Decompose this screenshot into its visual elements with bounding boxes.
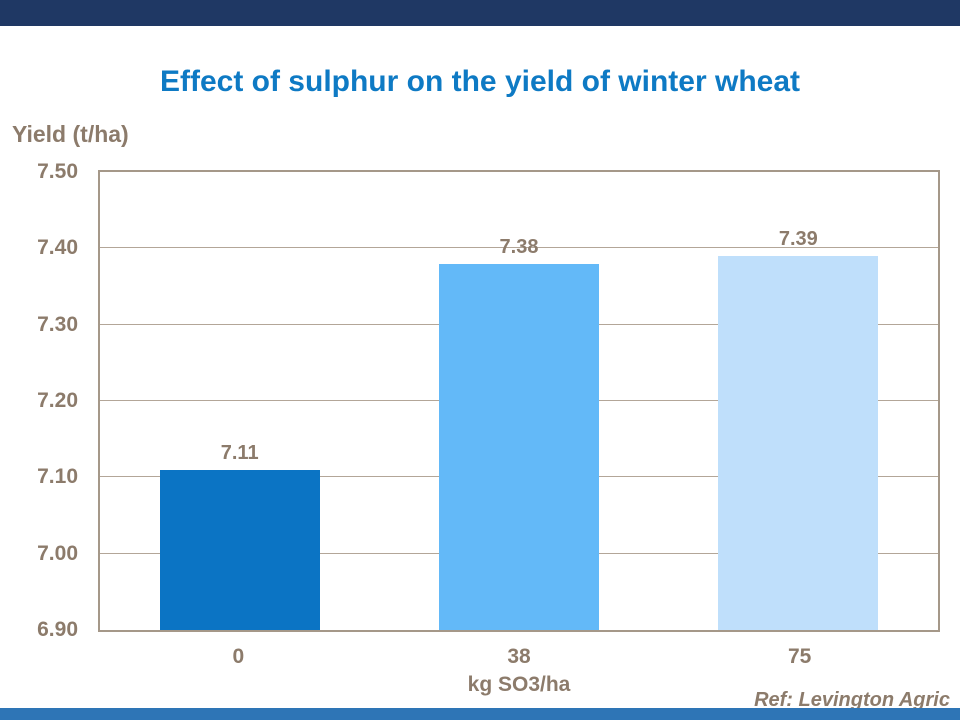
x-tick-label: 38 — [507, 645, 531, 668]
y-axis-title: Yield (t/ha) — [12, 121, 129, 147]
y-tick-label: 7.40 — [37, 236, 78, 260]
bar-column: 7.38 — [379, 172, 658, 630]
x-tick-label: 75 — [788, 645, 812, 668]
bar-column: 7.11 — [100, 172, 379, 630]
slide-bottom-band — [0, 708, 960, 720]
y-tick-label: 7.00 — [37, 541, 78, 565]
x-tick-label: 0 — [232, 645, 245, 668]
gridline — [100, 247, 938, 249]
plot-area: 7.11 7.38 7.39 — [98, 170, 940, 632]
y-tick-label: 7.50 — [37, 160, 78, 183]
reference-text: Ref: Levington Agric — [754, 689, 950, 711]
bar-75 — [718, 255, 879, 630]
y-tick-label: 7.30 — [37, 312, 78, 336]
bar-value-label: 7.39 — [778, 227, 818, 250]
y-tick-label: 7.20 — [37, 389, 78, 412]
chart-title: Effect of sulphur on the yield of winter… — [159, 65, 801, 98]
x-axis-title: kg SO3/ha — [467, 673, 571, 696]
x-axis-labels: 0 38 75 — [98, 644, 940, 670]
y-tick-label: 6.90 — [37, 618, 78, 641]
bar-column: 7.39 — [659, 172, 938, 630]
y-tick-label: 7.10 — [37, 465, 78, 489]
bar-value-label: 7.38 — [499, 235, 539, 258]
bars-layer: 7.11 7.38 7.39 — [100, 172, 938, 630]
bar-value-label: 7.11 — [220, 441, 259, 464]
slide-top-band — [0, 0, 960, 26]
bar-0 — [159, 469, 320, 630]
bar-38 — [438, 263, 599, 630]
